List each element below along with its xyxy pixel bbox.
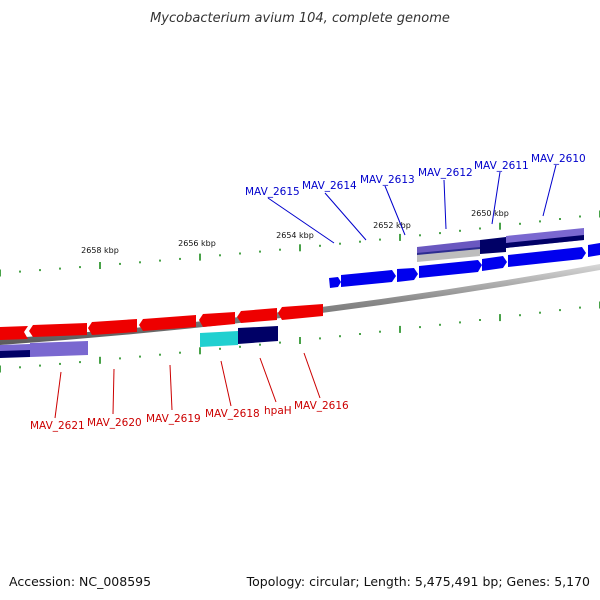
gene-label: MAV_2621 (30, 420, 85, 432)
scale-label: 2654 kbp (276, 231, 314, 240)
gene-label: MAV_2613 (360, 174, 415, 186)
scale-labels: 2658 kbp 2656 kbp 2654 kbp 2652 kbp 2650… (81, 209, 509, 255)
genome-backbone (0, 264, 600, 345)
gene-arrow (88, 319, 137, 335)
feature-block (506, 235, 584, 248)
scale-label: 2658 kbp (81, 246, 119, 255)
inner-scale-track (0, 301, 600, 373)
scale-label: 2656 kbp (178, 239, 216, 248)
scale-label: 2650 kbp (471, 209, 509, 218)
gene-arrow (397, 268, 418, 282)
reverse-label-leaders (54, 352, 321, 419)
gene-arrow (139, 315, 196, 331)
accession-label: Accession: NC_008595 (9, 574, 151, 589)
gene-label: MAV_2616 (294, 400, 349, 412)
feature-block (238, 326, 278, 344)
gene-label: MAV_2619 (146, 413, 201, 425)
genome-summary: Topology: circular; Length: 5,475,491 bp… (246, 574, 590, 589)
gene-label: MAV_2615 (245, 186, 300, 198)
gene-arrow (588, 243, 600, 257)
gene-label: hpaH (264, 405, 292, 417)
gene-label: MAV_2614 (302, 180, 357, 192)
gene-arrow (29, 323, 87, 337)
feature-block (30, 341, 88, 357)
forward-gene-labels: MAV_2615 MAV_2614 MAV_2613 MAV_2612 MAV_… (245, 153, 586, 198)
gene-arrow (419, 260, 482, 278)
scale-label: 2652 kbp (373, 221, 411, 230)
gene-label: MAV_2611 (474, 160, 529, 172)
outer-scale-track (0, 210, 600, 277)
gene-label: MAV_2612 (418, 167, 473, 179)
reverse-gene-labels: MAV_2621 MAV_2620 MAV_2619 MAV_2618 hpaH… (30, 400, 349, 432)
gene-label: MAV_2620 (87, 417, 142, 429)
reverse-gene-track (0, 304, 323, 340)
feature-block (0, 350, 30, 358)
gene-arrow (0, 326, 28, 340)
forward-label-leaders (267, 164, 557, 244)
gene-arrow (482, 256, 507, 271)
forward-gene-track (329, 243, 600, 288)
gene-label: MAV_2618 (205, 408, 260, 420)
map-title: Mycobacterium avium 104, complete genome (150, 11, 450, 26)
gene-arrow (341, 270, 396, 287)
gene-arrow (329, 277, 341, 288)
gene-label: MAV_2610 (531, 153, 586, 165)
feature-block (480, 237, 506, 254)
gene-arrow (508, 247, 586, 267)
gene-arrow (278, 304, 323, 320)
gene-arrow (237, 308, 277, 323)
feature-block (417, 249, 480, 262)
gene-arrow (199, 312, 235, 327)
forward-feature-track (417, 228, 584, 262)
reverse-feature-track (0, 326, 278, 358)
feature-block (200, 331, 238, 347)
